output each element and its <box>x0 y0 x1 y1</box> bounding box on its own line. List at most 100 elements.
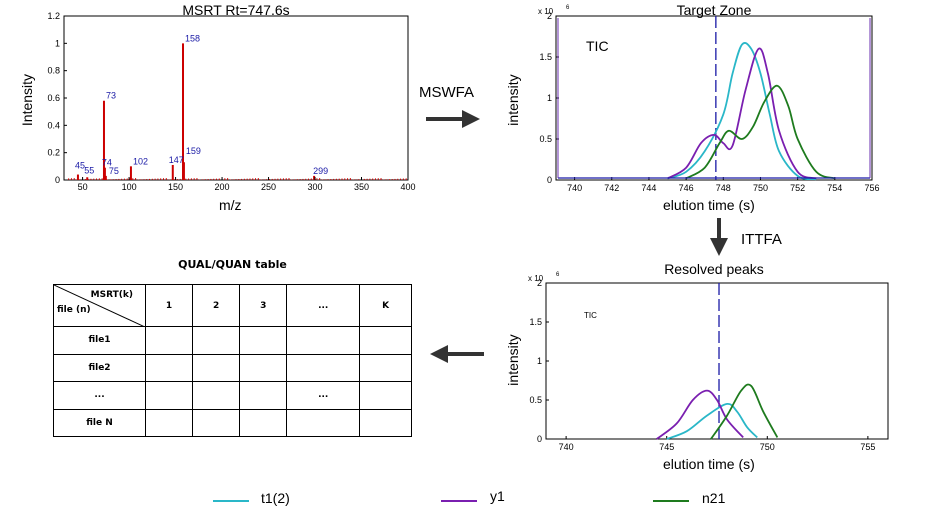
table-cell <box>359 408 412 437</box>
table-col-header: 1 <box>144 284 194 327</box>
spectrum-xlabel: m/z <box>219 197 242 213</box>
target_zone-xtick-label: 742 <box>604 183 619 193</box>
resolved-ylabel: intensity <box>505 334 521 386</box>
resolved-ytick-label: 2 <box>537 278 542 288</box>
table-cell <box>144 381 194 410</box>
table-cell <box>192 408 241 437</box>
table-corner-cell: MSRT(k) file (n) <box>53 284 146 327</box>
spectrum-peak-label: 75 <box>109 166 119 176</box>
resolved-series-line <box>656 389 744 440</box>
target_zone-ytick-label: 0.5 <box>539 134 552 144</box>
spectrum-xtick-label: 200 <box>215 182 230 192</box>
table-cell: ... <box>286 381 361 410</box>
table-row: file2 <box>53 353 412 382</box>
spectrum-peak-label: 299 <box>313 166 328 176</box>
spectrum-peak-label: 55 <box>84 165 94 175</box>
table-header-row: MSRT(k) file (n) 1 2 3 ... K <box>53 284 412 327</box>
resolved-xlabel: elution time (s) <box>663 456 755 472</box>
spectrum-title: MSRT Rt=747.6s <box>182 2 290 18</box>
legend-swatch-n21 <box>653 500 689 502</box>
spectrum-ylabel: Intensity <box>19 73 35 127</box>
table-cell <box>192 353 241 382</box>
spectrum-xtick-label: 150 <box>168 182 183 192</box>
target_zone-series-line <box>667 47 817 180</box>
table-row-label: file N <box>53 408 146 437</box>
table-cell <box>144 326 194 355</box>
table-col-header: K <box>359 284 412 327</box>
table-cell <box>359 326 412 355</box>
target_zone-tic-label: TIC <box>586 38 609 54</box>
spectrum-peak-label: 159 <box>186 146 201 156</box>
table-cell <box>144 408 194 437</box>
spectrum-ytick-label: 0.2 <box>47 148 60 158</box>
legend-label-y1: y1 <box>490 488 505 504</box>
table-cell <box>192 326 241 355</box>
spectrum-peak-label: 158 <box>185 33 200 43</box>
ittfa-arrow-icon <box>710 238 728 256</box>
spectrum-ytick-label: 0.8 <box>47 66 60 76</box>
legend-swatch-t1 <box>213 500 249 502</box>
resolved-xtick-label: 750 <box>760 442 775 452</box>
target_zone-scale-label: x 10 <box>538 7 554 16</box>
target_zone-xtick-label: 748 <box>716 183 731 193</box>
resolved-ytick-label: 1 <box>537 356 542 366</box>
resolved-scale-label: x 10 <box>528 274 544 283</box>
table-row: ... ... <box>53 381 412 410</box>
resolved-ytick-label: 0.5 <box>529 395 542 405</box>
resolved-series-line <box>710 383 779 440</box>
target_zone-xtick-label: 744 <box>641 183 656 193</box>
spectrum-peak-label: 147 <box>169 155 184 165</box>
legend-label-t1: t1(2) <box>261 490 290 506</box>
target_zone-xtick-label: 750 <box>753 183 768 193</box>
target_zone-series-line <box>685 84 836 180</box>
corner-diagonal <box>54 285 145 327</box>
mswfa-label: MSWFA <box>419 84 474 101</box>
resolved-xtick-label: 740 <box>559 442 574 452</box>
target_zone-ytick-label: 0 <box>547 175 552 185</box>
table-cell <box>239 353 288 382</box>
table-cell <box>144 353 194 382</box>
ittfa-label: ITTFA <box>741 231 782 248</box>
table-row-label: ... <box>53 381 146 410</box>
table-cell <box>192 381 241 410</box>
target_zone-ytick-label: 1 <box>547 93 552 103</box>
target_zone-xtick-label: 756 <box>864 183 879 193</box>
corner-col-label: MSRT(k) <box>90 290 133 300</box>
legend-label-n21: n21 <box>702 490 726 506</box>
resolved-ytick-label: 0 <box>537 434 542 444</box>
table-col-header: ... <box>286 284 361 327</box>
spectrum-peak-label: 45 <box>75 161 85 171</box>
table-row: file N <box>53 408 412 437</box>
spectrum-ytick-label: 0 <box>55 175 60 185</box>
table-cell <box>239 408 288 437</box>
table-row-label: file1 <box>53 326 146 355</box>
table-title: QUAL/QUAN table <box>178 258 287 271</box>
resolved-xtick-label: 755 <box>860 442 875 452</box>
target_zone-series-line <box>667 42 817 181</box>
legend-swatch-y1 <box>441 500 477 502</box>
target_zone-xtick-label: 740 <box>567 183 582 193</box>
spectrum-xtick-label: 250 <box>261 182 276 192</box>
spectrum-peak-label: 74 <box>102 158 112 168</box>
target_zone-xtick-label: 752 <box>790 183 805 193</box>
target_zone-ytick-label: 2 <box>547 11 552 21</box>
table-row: file1 <box>53 326 412 355</box>
resolved-xtick-label: 745 <box>659 442 674 452</box>
target_zone-xtick-label: 754 <box>827 183 842 193</box>
table-cell <box>359 353 412 382</box>
target_zone-ytick-label: 1.5 <box>539 52 552 62</box>
spectrum-ytick-label: 0.6 <box>47 93 60 103</box>
table-cell <box>286 326 361 355</box>
spectrum-ytick-label: 1 <box>55 38 60 48</box>
table-cell <box>239 381 288 410</box>
table-cell <box>286 353 361 382</box>
resolved-axes-box <box>545 282 889 440</box>
spectrum-xtick-label: 350 <box>354 182 369 192</box>
spectrum-ytick-label: 0.4 <box>47 120 60 130</box>
spectrum-ytick-label: 1.2 <box>47 11 60 21</box>
mswfa-arrow-icon <box>462 110 480 128</box>
spectrum-xtick-label: 50 <box>78 182 88 192</box>
resolved-series-line <box>666 402 758 440</box>
resolved-scale-exp: 6 <box>556 272 560 278</box>
spectrum-xtick-label: 100 <box>122 182 137 192</box>
